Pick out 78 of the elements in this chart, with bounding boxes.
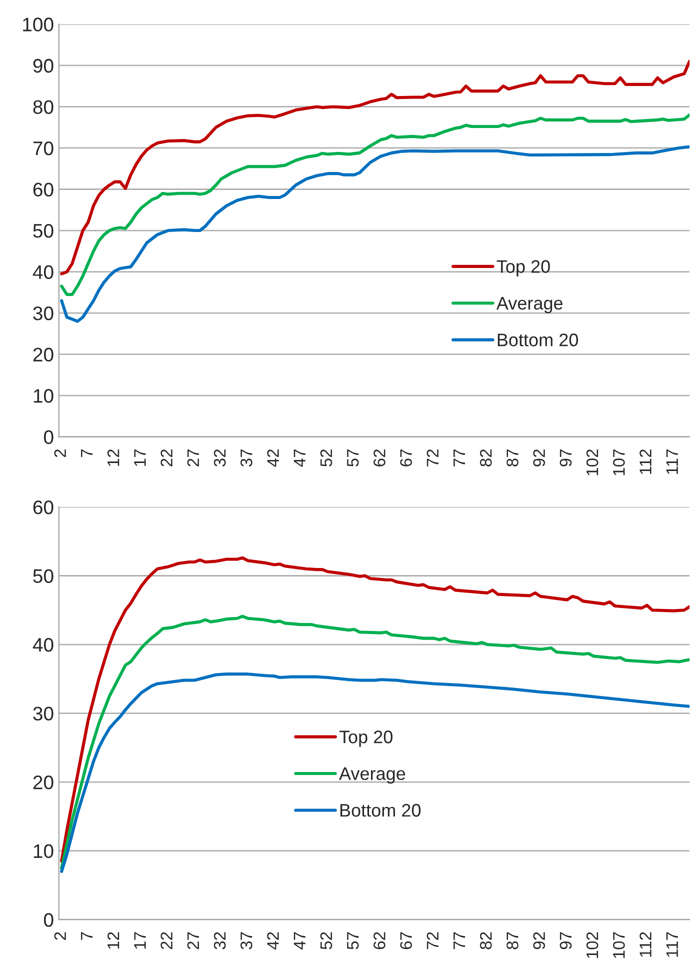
y-tick-label: 60 [33,500,54,514]
x-tick-label: 17 [134,932,146,949]
x-tick-label: 62 [374,932,386,950]
x-tick-label: 12 [107,449,120,466]
line-series [60,60,690,276]
x-tick-label: 97 [560,449,572,466]
x-tick-label: 117 [666,932,678,957]
y-tick-label: 50 [33,224,54,238]
x-tick-label: 27 [187,449,199,466]
legend-label: Top 20 [496,260,550,277]
y-tick-label: 100 [23,18,54,32]
x-tick-label: 77 [454,449,466,466]
x-tick-label: 67 [400,449,412,466]
x-tick-label: 67 [400,932,412,950]
line-series [60,113,690,296]
y-tick-label: 30 [33,306,54,320]
x-tick-label: 22 [160,932,172,950]
y-tick-label: 30 [33,706,54,721]
y-tick-label: 70 [33,141,54,156]
legend-label: Bottom 20 [340,804,421,817]
line-series [60,145,690,323]
y-tick-label: 20 [33,776,54,790]
legend-label: Top 20 [339,730,392,747]
x-tick-label: 92 [533,932,545,950]
x-tick-label: 57 [347,932,359,950]
legend-label: Bottom 20 [498,334,578,346]
line-series [60,672,690,873]
x-tick-label: 12 [107,932,120,949]
line-series [60,614,690,870]
legend-label: Average [339,767,406,784]
y-tick-label: 60 [33,182,54,196]
x-tick-label: 37 [240,449,252,467]
x-tick-label: 7 [81,932,92,940]
x-tick-label: 77 [454,932,466,950]
x-tick-label: 7 [81,449,92,458]
x-tick-label: 82 [480,932,492,950]
x-tick-label: 112 [640,932,652,957]
x-tick-label: 62 [374,449,386,466]
x-tick-label: 87 [506,932,518,950]
x-tick-label: 107 [613,449,625,476]
x-tick-label: 107 [613,932,625,958]
x-tick-label: 32 [214,449,226,467]
x-tick-label: 72 [426,932,438,950]
y-tick-label: 40 [32,638,54,652]
x-tick-label: 2 [54,449,66,458]
x-tick-label: 82 [480,449,492,466]
x-tick-label: 117 [666,449,678,474]
y-tick-label: 50 [33,569,54,583]
x-tick-label: 52 [320,932,332,950]
x-tick-label: 72 [426,449,438,466]
y-tick-label: 80 [33,100,54,114]
x-tick-label: 32 [214,932,226,950]
x-tick-label: 42 [267,449,279,467]
x-tick-label: 97 [560,932,572,950]
x-tick-label: 87 [506,449,518,466]
x-tick-label: 22 [160,449,172,466]
y-tick-label: 10 [34,389,54,403]
x-tick-label: 27 [187,932,199,950]
y-tick-label: 0 [44,430,54,444]
y-tick-label: 20 [33,348,54,362]
y-tick-label: 10 [34,844,54,858]
x-tick-label: 57 [347,449,359,466]
y-tick-label: 0 [44,913,54,927]
x-tick-label: 2 [54,932,66,940]
x-tick-label: 47 [294,932,306,950]
legend-label: Average [496,297,563,314]
x-tick-label: 102 [586,449,598,476]
y-tick-label: 90 [33,58,54,73]
x-tick-label: 47 [294,449,306,467]
x-tick-label: 92 [533,449,545,466]
y-tick-label: 40 [32,265,54,280]
x-tick-label: 17 [134,449,146,466]
x-tick-label: 42 [267,932,279,950]
x-tick-label: 112 [640,449,652,474]
line-series [60,556,690,863]
x-tick-label: 37 [240,932,252,950]
x-tick-label: 102 [586,932,598,958]
x-tick-label: 52 [320,449,332,466]
